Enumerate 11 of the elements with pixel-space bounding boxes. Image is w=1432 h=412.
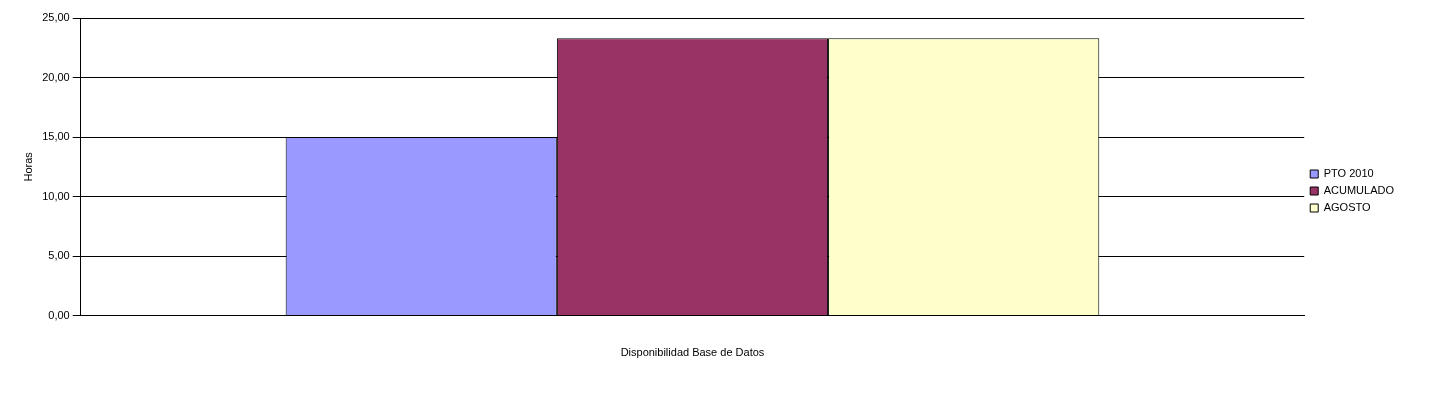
y-tick-label: 20,00 bbox=[42, 70, 70, 83]
legend-label: AGOSTO bbox=[1323, 201, 1372, 214]
y-tick-label: 25,00 bbox=[42, 11, 70, 24]
x-axis-title: Disponibilidad Base de Datos bbox=[620, 346, 765, 359]
y-tick-label: 10,00 bbox=[42, 189, 70, 202]
legend-label: ACUMULADO bbox=[1323, 184, 1395, 197]
y-tick-label: 15,00 bbox=[42, 130, 70, 143]
y-axis-title: Horas bbox=[21, 151, 34, 182]
y-tick-label: 0,00 bbox=[48, 308, 70, 321]
legend-label: PTO 2010 bbox=[1323, 167, 1374, 180]
y-tick-label: 5,00 bbox=[48, 249, 70, 262]
